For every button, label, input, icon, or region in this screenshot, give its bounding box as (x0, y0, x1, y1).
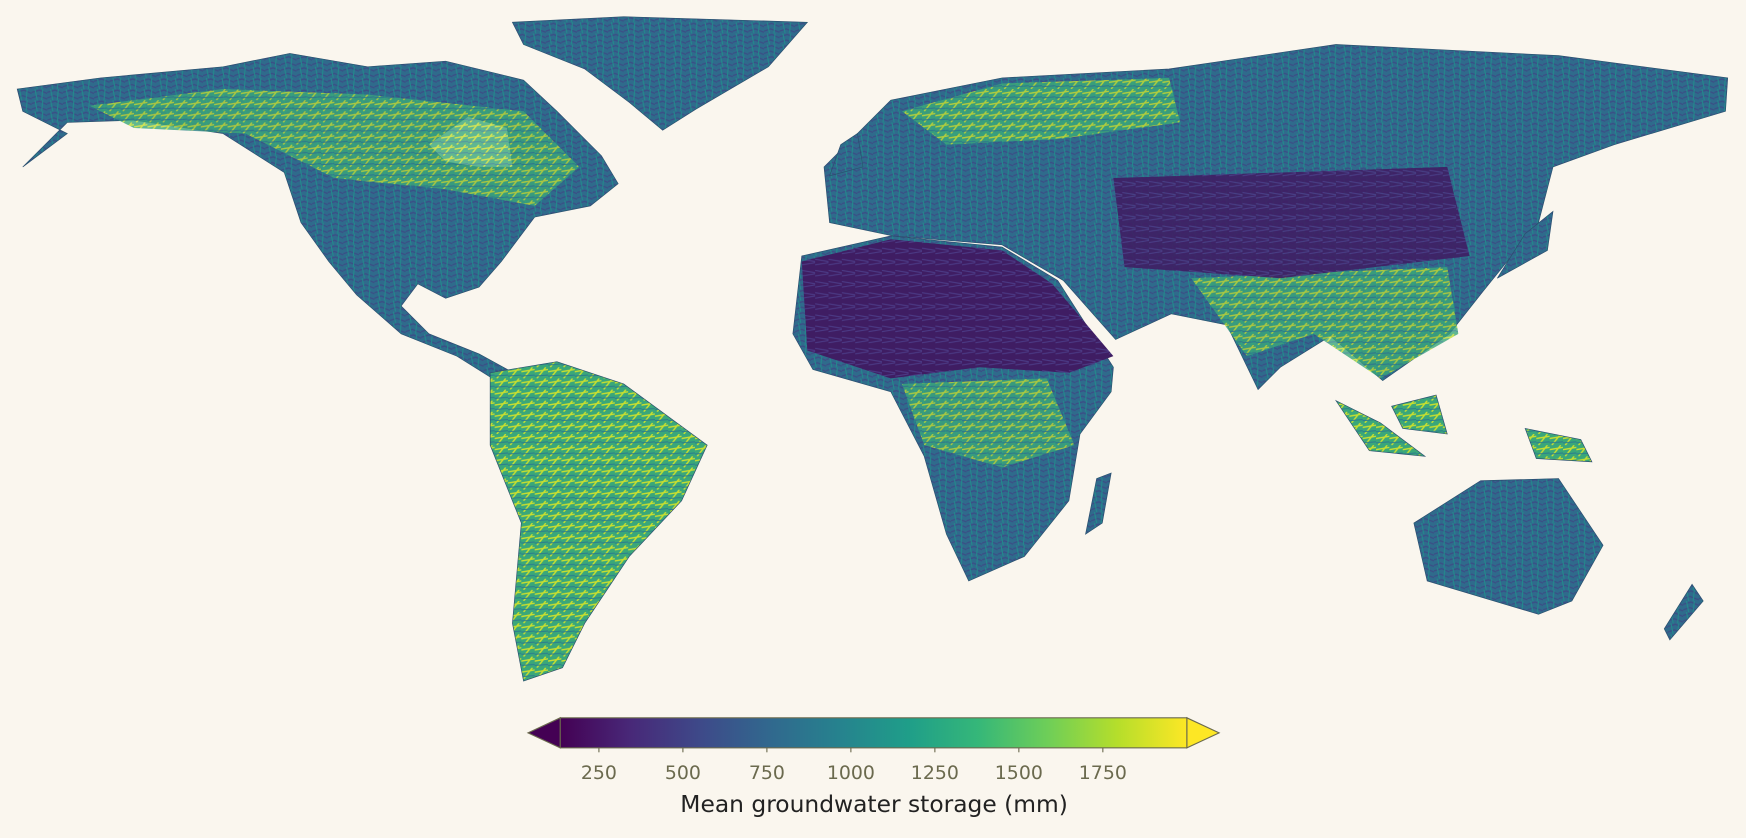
south-asia-wet (1191, 267, 1459, 379)
japan (1497, 210, 1554, 279)
world-map (16, 16, 1729, 682)
colorbar-tick-label: 750 (749, 762, 785, 784)
canada-wet (89, 89, 580, 206)
new-zealand (1663, 583, 1704, 641)
greenland (511, 16, 809, 131)
colorbar-tick-label: 250 (581, 762, 617, 784)
australia (1413, 478, 1604, 615)
colorbar: Mean groundwater storage (mm) 250 500 750 1… (526, 716, 1221, 818)
colorbar-tick-label: 1500 (995, 762, 1043, 784)
colorbar-tick-label: 1750 (1079, 762, 1127, 784)
central-africa-wet (901, 378, 1075, 468)
scandinavia-russia-wet (901, 77, 1181, 145)
sahara (801, 239, 1114, 379)
colorbar-tick-label: 500 (665, 762, 701, 784)
madagascar (1085, 472, 1112, 535)
indonesia (1334, 394, 1593, 463)
colorbar-tick-label: 1000 (827, 762, 875, 784)
colorbar-tick-label: 1250 (911, 762, 959, 784)
colorbar-label: Mean groundwater storage (mm) (680, 790, 1068, 818)
south-america (489, 361, 708, 682)
colorbar-body (559, 717, 1188, 749)
central-asia-dry (1113, 166, 1470, 279)
british-isles (829, 132, 864, 177)
